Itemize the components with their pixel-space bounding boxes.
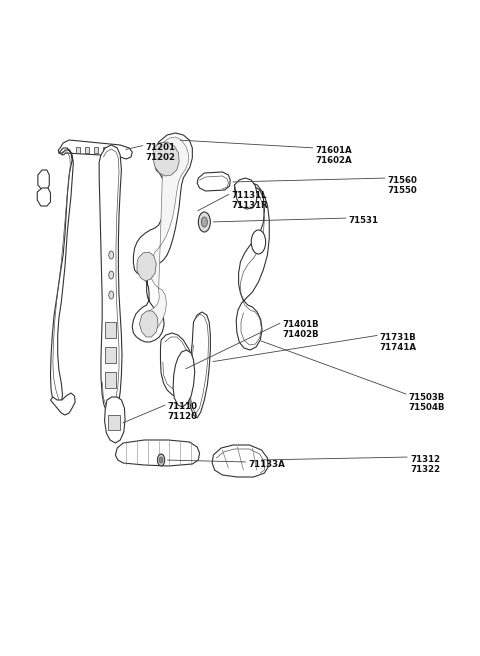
Polygon shape [141, 137, 189, 334]
Text: 71312: 71312 [410, 455, 440, 464]
Polygon shape [50, 148, 73, 407]
Text: 71131R: 71131R [231, 201, 268, 210]
Polygon shape [38, 170, 49, 190]
Polygon shape [108, 415, 120, 430]
Polygon shape [115, 440, 200, 466]
Polygon shape [99, 145, 122, 415]
Text: 71731B: 71731B [380, 333, 417, 342]
Text: 71120: 71120 [168, 412, 198, 421]
Text: 71131L: 71131L [231, 191, 267, 200]
Circle shape [109, 251, 114, 259]
Circle shape [201, 217, 207, 227]
Text: 71560: 71560 [388, 176, 418, 185]
Text: 71401B: 71401B [283, 320, 319, 329]
Polygon shape [173, 350, 195, 407]
Polygon shape [105, 397, 125, 443]
Polygon shape [105, 322, 116, 338]
Text: 71504B: 71504B [408, 403, 445, 412]
Text: 71133A: 71133A [248, 460, 285, 469]
Polygon shape [85, 147, 89, 153]
Text: 71322: 71322 [410, 465, 440, 474]
Polygon shape [105, 347, 116, 363]
Text: 71601A: 71601A [315, 146, 352, 155]
Text: 71531: 71531 [348, 216, 379, 225]
Text: 71201: 71201 [145, 143, 176, 152]
Circle shape [157, 454, 165, 466]
Polygon shape [212, 445, 268, 477]
Text: 71503B: 71503B [408, 393, 445, 402]
Circle shape [109, 291, 114, 299]
Circle shape [251, 230, 265, 254]
Text: 71110: 71110 [168, 402, 198, 411]
Polygon shape [189, 312, 210, 418]
Polygon shape [58, 140, 132, 159]
Polygon shape [103, 147, 107, 153]
Text: 71550: 71550 [388, 186, 418, 195]
Polygon shape [137, 252, 156, 281]
Polygon shape [132, 133, 192, 342]
Polygon shape [234, 178, 257, 209]
Text: 71402B: 71402B [283, 330, 319, 339]
Text: 71741A: 71741A [380, 343, 417, 352]
Circle shape [198, 212, 210, 232]
Circle shape [109, 271, 114, 279]
Polygon shape [105, 372, 116, 388]
Polygon shape [153, 142, 179, 176]
Polygon shape [95, 147, 98, 153]
Text: 71202: 71202 [145, 153, 176, 162]
Polygon shape [197, 172, 230, 191]
Polygon shape [37, 188, 50, 206]
Text: 71602A: 71602A [315, 156, 352, 165]
Polygon shape [160, 333, 193, 397]
Polygon shape [50, 393, 75, 415]
Polygon shape [112, 147, 116, 153]
Polygon shape [234, 182, 269, 350]
Circle shape [159, 457, 163, 463]
Polygon shape [76, 147, 80, 153]
Polygon shape [140, 311, 158, 337]
